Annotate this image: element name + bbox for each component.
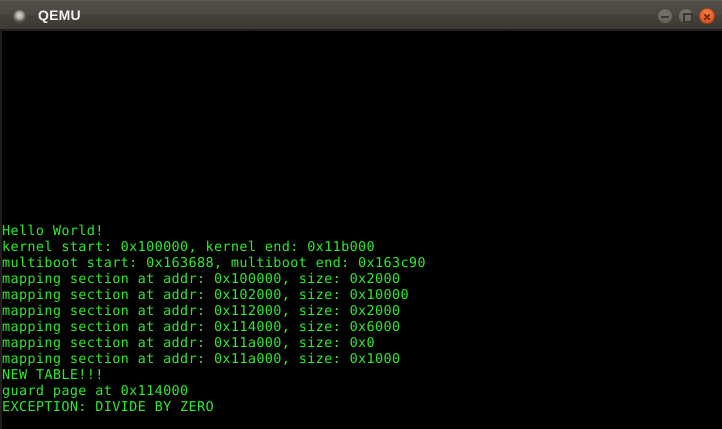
qemu-app-icon [13,10,26,23]
console-line: mapping section at addr: 0x102000, size:… [2,287,409,303]
console-blank-line [2,159,722,175]
console-blank-line [2,31,722,47]
close-button[interactable] [699,8,715,24]
console-blank-line [2,191,722,207]
console-blank-line [2,47,722,63]
console-line: Hello World! [2,223,104,239]
console-blank-line [2,79,722,95]
window-title: QEMU [38,7,81,23]
console-line: guard page at 0x114000 [2,383,189,399]
console-blank-line [2,95,722,111]
console-line: EXCEPTION: DIVIDE BY ZERO [2,399,214,415]
console-line: mapping section at addr: 0x112000, size:… [2,303,401,319]
maximize-button[interactable] [678,8,694,24]
minimize-button[interactable] [657,8,673,24]
window-controls [657,8,715,24]
console-line: mapping section at addr: 0x100000, size:… [2,271,401,287]
console-line: mapping section at addr: 0x11a000, size:… [2,335,376,351]
console-blank-line [2,127,722,143]
console-line: kernel start: 0x100000, kernel end: 0x11… [2,239,376,255]
console-line: multiboot start: 0x163688, multiboot end… [2,255,426,271]
console-blank-line [2,207,722,223]
window-titlebar[interactable]: QEMU [0,0,722,29]
console-output: Hello World! kernel start: 0x100000, kern… [2,31,722,415]
console-blank-line [2,111,722,127]
console-blank-line [2,175,722,191]
qemu-console-display[interactable]: Hello World! kernel start: 0x100000, kern… [0,29,722,429]
console-line: mapping section at addr: 0x11a000, size:… [2,351,401,367]
console-line: mapping section at addr: 0x114000, size:… [2,319,401,335]
console-blank-line [2,143,722,159]
console-line: NEW TABLE!!! [2,367,104,383]
console-blank-line [2,63,722,79]
